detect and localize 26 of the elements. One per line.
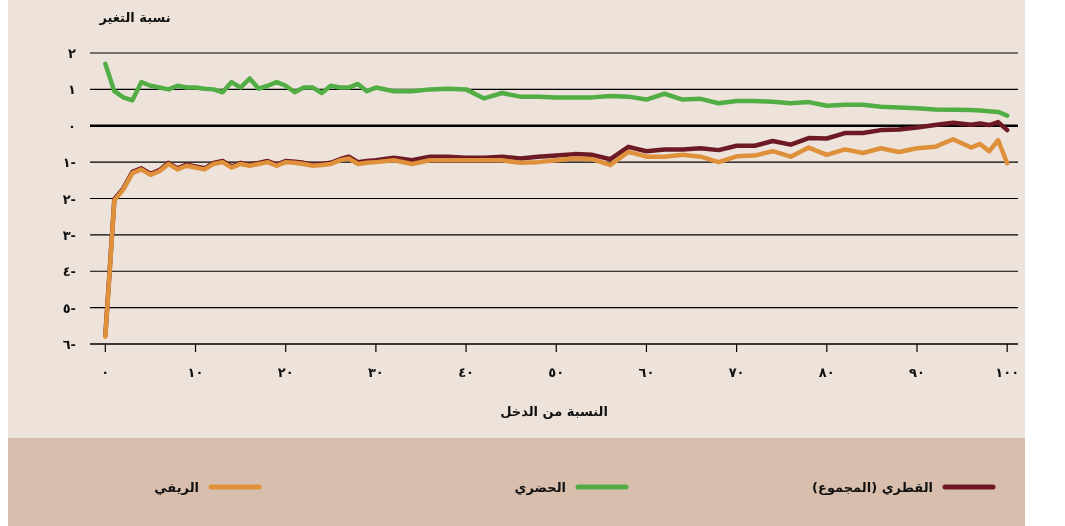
- y-tick-label: ١-: [62, 155, 76, 171]
- x-axis-title: النسبة من الدخل: [500, 404, 608, 419]
- y-tick-label: ٢: [68, 46, 77, 61]
- legend-label: القطري (المجموع): [812, 480, 933, 495]
- y-tick-label: ٥-: [62, 300, 76, 316]
- y-tick-label: ١: [68, 82, 76, 98]
- x-tick-label: ٥٠: [548, 365, 565, 380]
- x-tick-label: ٧٠: [728, 365, 745, 380]
- x-tick-label: ٣٠: [367, 365, 384, 380]
- x-tick-label: ١٠٠: [995, 365, 1020, 380]
- x-tick-label: ١٠: [187, 365, 204, 380]
- y-tick-label: ٦-: [62, 337, 76, 352]
- y-tick-label: ٤-: [62, 264, 76, 280]
- x-tick-label: ٤٠: [458, 365, 475, 380]
- x-tick-label: ٩٠: [909, 365, 925, 380]
- y-tick-label: ٣-: [62, 227, 76, 243]
- y-axis-title: نسبة التغير: [98, 10, 171, 25]
- line-series: [103, 61, 1010, 118]
- legend-label: الريفي: [154, 480, 199, 495]
- x-tick-label: ٨٠: [818, 365, 835, 380]
- x-tick-label: ٢٠: [277, 365, 294, 380]
- y-tick-label: ٢-: [62, 191, 76, 207]
- y-tick-label: ٠: [68, 118, 76, 134]
- x-tick-label: ٦٠: [638, 365, 655, 380]
- legend-label: الحضري: [514, 480, 566, 495]
- x-tick-label: ٠: [101, 365, 110, 380]
